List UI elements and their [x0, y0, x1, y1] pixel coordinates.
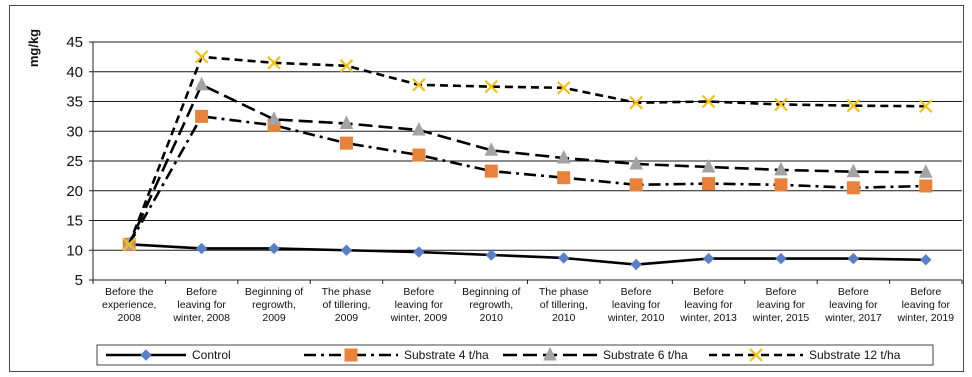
- y-axis-label: mg/kg: [26, 29, 41, 67]
- data-point: [556, 149, 571, 164]
- series-line: [128, 115, 926, 245]
- data-point: [846, 163, 861, 178]
- y-tick-label: 35: [66, 94, 83, 111]
- data-point: [629, 178, 643, 192]
- data-point: [557, 171, 571, 185]
- data-point: [920, 254, 932, 266]
- data-point: [774, 178, 788, 192]
- data-point: [339, 136, 353, 150]
- x-axis-ticks: Before the experience, 2008 Before leaving f…: [92, 280, 963, 324]
- series-line: [127, 55, 926, 245]
- data-point: [484, 79, 499, 94]
- y-tick-label: 45: [66, 34, 83, 51]
- data-point: [846, 98, 861, 113]
- data-point: [629, 95, 643, 110]
- y-tick-label: 40: [66, 64, 83, 81]
- series-line: [128, 83, 926, 245]
- data-point: [339, 115, 354, 130]
- data-point: [702, 252, 715, 265]
- chart-frame: [9, 5, 964, 372]
- data-point: [412, 78, 426, 92]
- gridlines: [93, 41, 962, 251]
- y-tick-label: 30: [66, 123, 83, 140]
- data-point: [918, 164, 933, 178]
- x-tick-label: Before leaving for winter, 2010: [607, 286, 665, 324]
- data-point: [267, 56, 281, 70]
- data-point: [846, 181, 860, 195]
- data-point: [194, 50, 209, 64]
- x-tick-label: The phase of tillering, 2010: [539, 286, 589, 324]
- data-point: [775, 252, 787, 265]
- x-tick-label: Before leaving for winter, 2017: [824, 286, 882, 324]
- legend-label: Substrate 4 t/ha: [404, 348, 489, 362]
- legend-item: Substrate 4 t/ha: [304, 348, 489, 362]
- data-point: [485, 249, 497, 261]
- data-point: [774, 97, 788, 112]
- series-layer: [122, 50, 933, 271]
- data-point: [412, 148, 426, 162]
- y-axis-ticks: 5 10 15 20 25 30 35 40 45: [66, 34, 93, 289]
- legend-item: Control: [106, 348, 231, 362]
- data-point: [558, 252, 570, 264]
- y-tick-label: 25: [66, 153, 83, 170]
- x-tick-label: Before the experience, 2008: [102, 286, 156, 324]
- data-point: [195, 109, 209, 123]
- legend-label: Substrate 12 t/ha: [809, 348, 901, 362]
- legend-marker: [543, 346, 557, 361]
- series-4: [122, 50, 933, 252]
- x-tick-label: Before leaving for winter, 2015: [752, 286, 810, 324]
- data-point: [413, 246, 425, 258]
- y-tick-label: 5: [75, 272, 83, 289]
- legend-item: Substrate 6 t/ha: [503, 346, 688, 362]
- series-3: [122, 76, 933, 250]
- x-tick-label: Before leaving for winter, 2009: [390, 286, 448, 324]
- legend-label: Substrate 6 t/ha: [603, 348, 688, 362]
- data-point: [556, 81, 571, 95]
- x-tick-label: Beginning of regrowth, 2010: [462, 286, 520, 324]
- data-point: [484, 142, 499, 156]
- data-point: [412, 121, 426, 136]
- legend-item: Substrate 12 t/ha: [709, 348, 901, 362]
- data-point: [268, 242, 280, 255]
- data-point: [847, 252, 860, 265]
- data-point: [919, 179, 933, 193]
- data-point: [194, 76, 209, 91]
- legend-marker: [344, 348, 358, 362]
- series-1: [123, 238, 932, 271]
- x-tick-label: The phase of tillering, 2009: [322, 286, 372, 324]
- x-tick-label: Beginning of regrowth, 2009: [245, 286, 303, 324]
- data-point: [629, 155, 643, 170]
- data-point: [702, 177, 716, 191]
- legend-marker: [749, 348, 763, 362]
- data-point: [122, 237, 136, 252]
- data-point: [701, 158, 716, 173]
- legend: Control Substrate 4 t/ha Substrate 6 t/ha S…: [96, 344, 934, 366]
- y-tick-label: 20: [66, 183, 83, 200]
- data-point: [630, 258, 642, 271]
- data-point: [267, 111, 281, 125]
- data-point: [774, 161, 788, 176]
- x-tick-label: Before leaving for winter, 2013: [679, 286, 737, 324]
- x-tick-label: Before leaving for winter, 2008: [172, 286, 230, 324]
- series-line: [129, 243, 926, 266]
- data-point: [195, 242, 208, 255]
- data-point: [484, 164, 498, 178]
- legend-label: Control: [192, 348, 231, 362]
- x-tick-label: Before leaving for winter, 2019: [896, 286, 954, 324]
- data-point: [339, 59, 354, 73]
- legend-marker: [140, 349, 152, 361]
- data-point: [701, 94, 716, 109]
- data-point: [919, 99, 933, 114]
- y-tick-label: 15: [66, 213, 83, 230]
- data-point: [340, 244, 353, 256]
- y-tick-label: 10: [66, 242, 83, 259]
